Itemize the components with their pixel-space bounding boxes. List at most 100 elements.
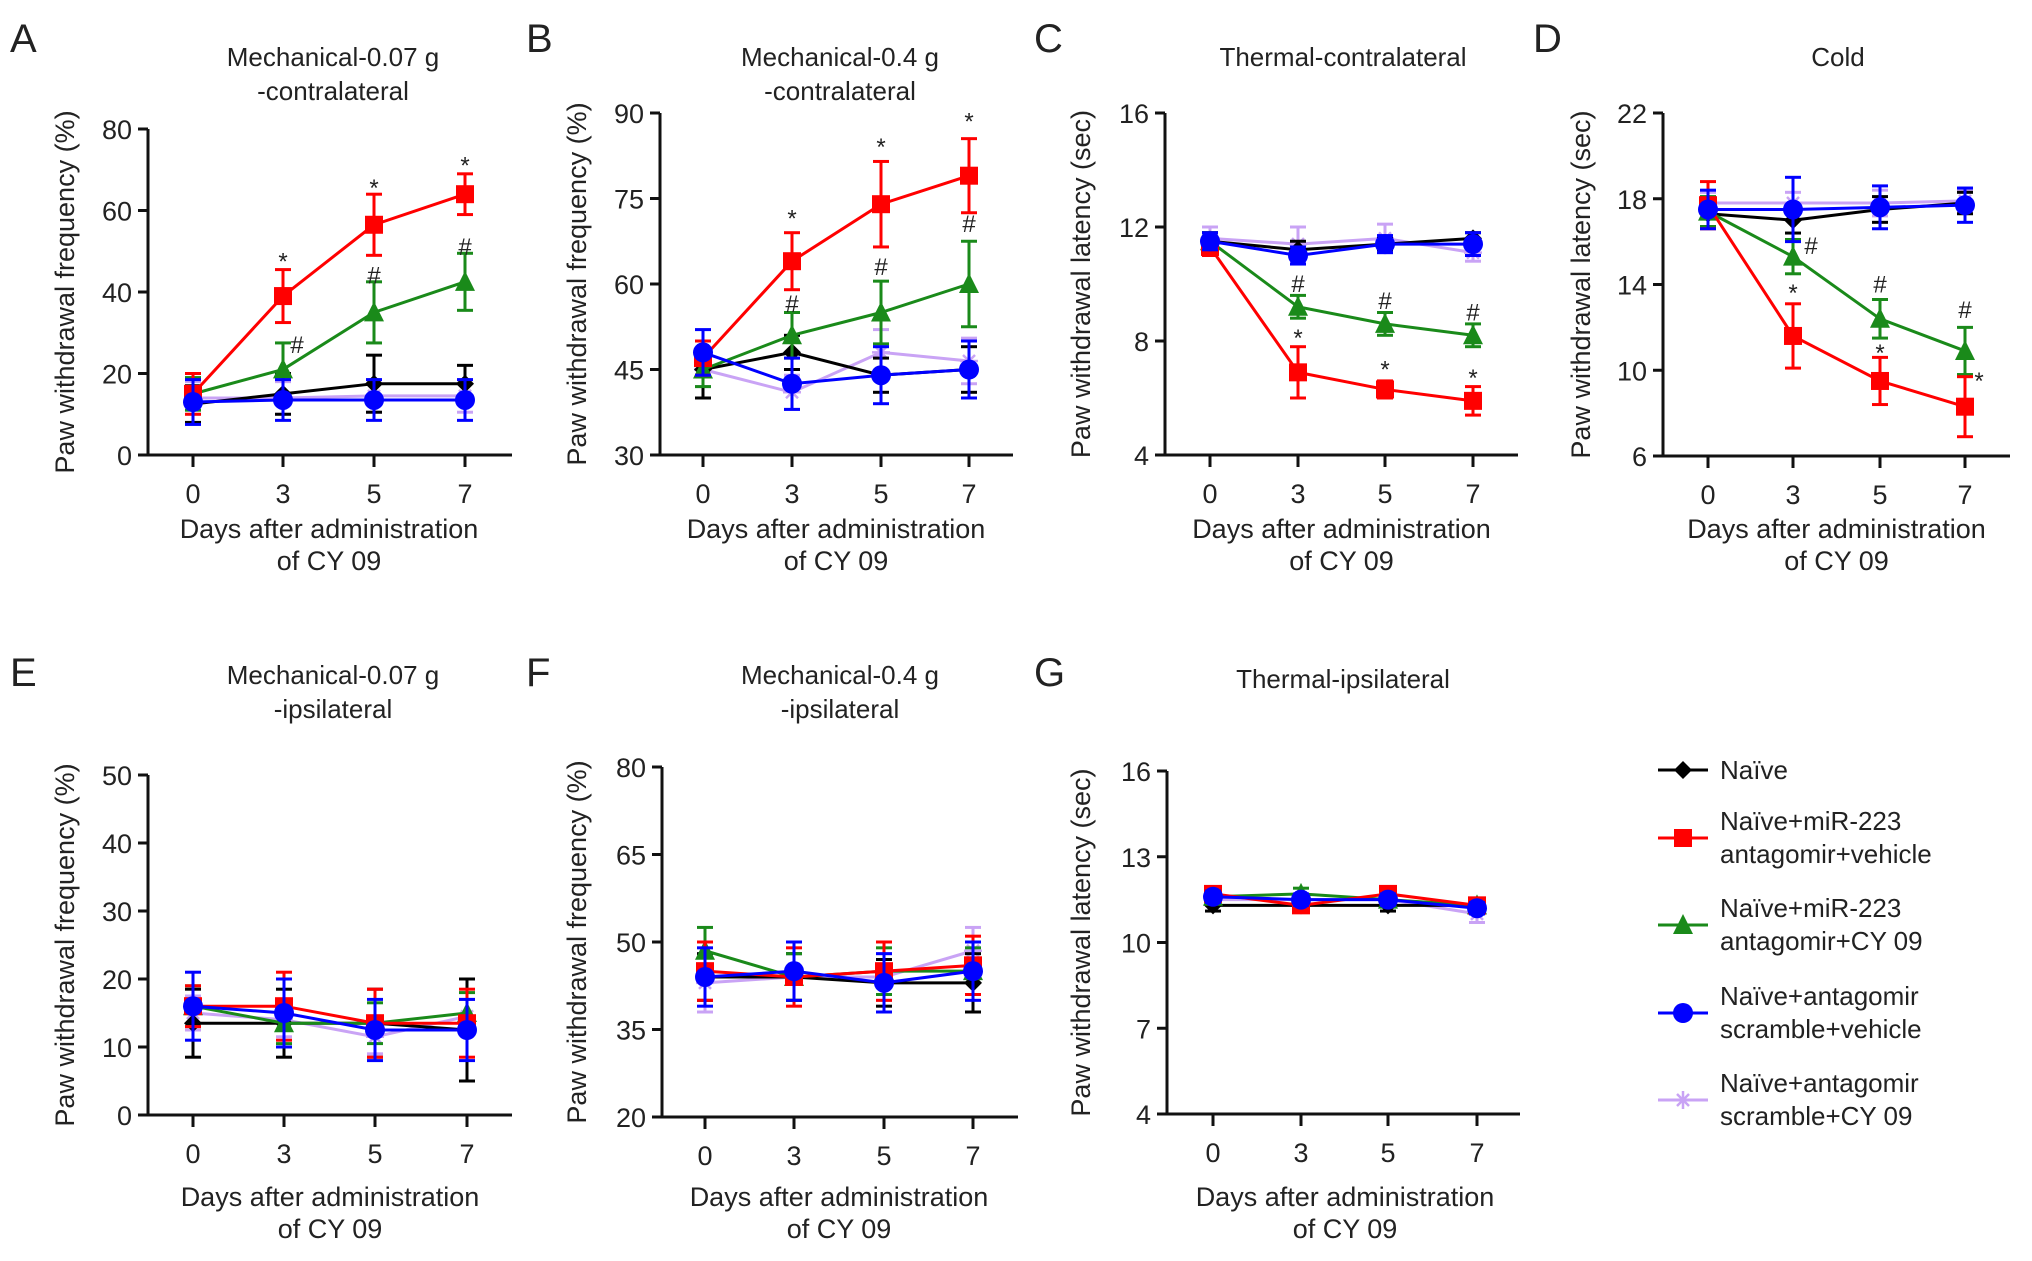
x-tick-label: 5 [1872, 480, 1887, 510]
series-line [1708, 203, 1966, 211]
x-tick-label: 0 [1202, 479, 1217, 509]
series-line [1708, 199, 1966, 205]
x-tick-label: 7 [965, 1141, 980, 1171]
panel-letter: F [526, 651, 550, 695]
data-point [693, 342, 713, 363]
y-tick-label: 20 [616, 1103, 646, 1133]
legend-label: antagomir+CY 09 [1720, 926, 1923, 956]
data-point [455, 389, 475, 410]
x-tick-label: 3 [275, 479, 290, 509]
x-tick-label: 7 [961, 479, 976, 509]
data-point [960, 166, 978, 185]
y-axis-label: Paw withdrawal frequency (%) [562, 760, 592, 1123]
data-point [455, 270, 475, 291]
data-point [871, 301, 891, 322]
significance-hash: # [458, 234, 472, 261]
y-tick-label: 40 [102, 278, 132, 308]
data-point [1784, 326, 1802, 345]
series-line [192, 1004, 468, 1025]
x-axis-label: Days after administration [1192, 514, 1491, 544]
data-point [1289, 363, 1307, 382]
data-point [784, 961, 804, 982]
y-axis-label: Paw withdrawal latency (sec) [1066, 110, 1096, 458]
legend-marker-square-icon [1674, 829, 1692, 847]
legend-item: Naïve [1658, 755, 1788, 785]
significance-hash: # [1958, 297, 1972, 324]
data-point [1870, 197, 1890, 218]
significance-hash: # [1873, 272, 1887, 299]
data-point [1288, 245, 1308, 266]
x-axis-label: of CY 09 [787, 1214, 892, 1244]
panel-title: Thermal-ipsilateral [1236, 664, 1450, 694]
y-tick-label: 10 [1121, 929, 1151, 959]
panel-e: E Mechanical-0.07 g-ipsilateral0102030405… [10, 651, 512, 1244]
y-tick-label: 10 [1617, 356, 1647, 386]
data-point [871, 365, 891, 386]
legend-label: Naïve+antagomir [1720, 981, 1919, 1011]
legend-label: Naïve+miR-223 [1720, 806, 1901, 836]
y-axis-label: Paw withdrawal frequency (%) [50, 763, 80, 1126]
data-point [872, 195, 890, 214]
data-series [694, 137, 978, 377]
y-axis-label: Paw withdrawal latency (sec) [1066, 768, 1096, 1116]
series-line [192, 1004, 467, 1032]
data-point [959, 273, 979, 293]
data-series [1698, 175, 1975, 244]
data-series [1203, 886, 1487, 919]
y-tick-label: 14 [1617, 271, 1647, 301]
y-tick-label: 7 [1136, 1014, 1151, 1044]
data-point [1698, 199, 1718, 220]
series-line [193, 394, 465, 400]
significance-hash: # [1378, 288, 1392, 315]
panel-title: -ipsilateral [274, 694, 393, 724]
data-series [696, 952, 982, 1014]
significance-asterisk: * [1974, 368, 1983, 395]
panel-b: B Mechanical-0.4 g-contralateral304560759… [526, 17, 1013, 576]
data-series [1699, 180, 1974, 439]
data-point [1375, 312, 1395, 333]
panel-letter: G [1034, 651, 1065, 695]
x-axis-label: Days after administration [1196, 1182, 1495, 1212]
series-line [702, 282, 970, 371]
x-tick-label: 0 [697, 1141, 712, 1171]
significance-hash: # [290, 332, 304, 359]
x-axis-label: of CY 09 [1293, 1214, 1398, 1244]
y-tick-label: 4 [1134, 441, 1149, 471]
x-axis-label: of CY 09 [1289, 546, 1394, 576]
significance-hash: # [1291, 271, 1305, 298]
data-point [695, 967, 715, 987]
data-point [1956, 397, 1974, 416]
data-point [1783, 199, 1803, 220]
significance-asterisk: * [1788, 280, 1797, 307]
series-line [704, 969, 974, 985]
x-tick-label: 5 [873, 479, 888, 509]
x-tick-label: 0 [185, 479, 200, 509]
y-tick-label: 18 [1617, 185, 1647, 215]
x-tick-label: 3 [1785, 480, 1800, 510]
panel-letter: C [1034, 17, 1063, 61]
significance-asterisk: * [876, 134, 885, 161]
data-point [1463, 324, 1483, 345]
data-point [364, 389, 384, 410]
data-point [1870, 307, 1890, 328]
y-tick-label: 0 [117, 441, 132, 471]
data-series [184, 994, 476, 1056]
significance-asterisk: * [787, 205, 796, 232]
y-tick-label: 16 [1119, 99, 1149, 129]
data-point [183, 392, 203, 413]
panel-g: G Thermal-ipsilateral 4 7 10 13 16 0 3 5 7 Days aft… [1034, 651, 1520, 1244]
series-line [701, 174, 970, 360]
data-point [1464, 391, 1482, 410]
data-series [1699, 188, 1974, 218]
data-point [1375, 234, 1395, 255]
y-axis-label: Paw withdrawal frequency (%) [562, 102, 592, 465]
legend-marker-triangle-icon [1673, 914, 1693, 934]
data-point [273, 389, 293, 410]
series-line [1208, 246, 1474, 403]
significance-asterisk: * [1293, 325, 1302, 352]
series-line [1209, 236, 1474, 252]
x-tick-label: 0 [185, 1139, 200, 1169]
x-tick-label: 7 [459, 1139, 474, 1169]
